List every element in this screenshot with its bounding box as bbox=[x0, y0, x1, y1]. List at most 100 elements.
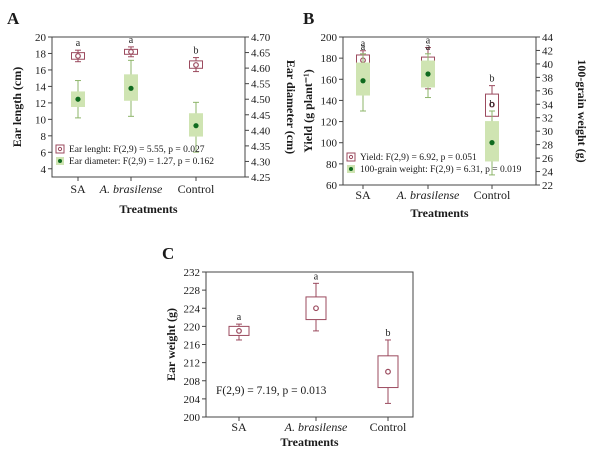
panel-label: C bbox=[162, 244, 174, 263]
mean-marker bbox=[193, 62, 199, 68]
y-right-tick-label: 36 bbox=[542, 86, 554, 98]
mean-marker bbox=[489, 101, 495, 108]
y-left-tick-label: 232 bbox=[184, 267, 201, 279]
x-category-label: Control bbox=[474, 188, 511, 202]
x-axis-title: Treatments bbox=[280, 435, 339, 449]
chart-panel-a: A 4 6 8 10 12 14 16 18 20 Ear length (cm) 4.25 4.30 4… bbox=[7, 9, 298, 216]
significance-letter: a bbox=[314, 271, 319, 282]
y-right-tick-label: 30 bbox=[542, 126, 554, 138]
mean-marker bbox=[236, 328, 242, 334]
x-category-label: A. brasilense bbox=[396, 188, 460, 202]
y-right-tick-label: 42 bbox=[542, 45, 553, 57]
legend-label: 100-grain weight: F(2,9) = 6.31, p = 0.0… bbox=[360, 164, 522, 175]
y-left-tick-label: 8 bbox=[41, 131, 47, 143]
plot-frame bbox=[51, 36, 246, 178]
y-right-tick-label: 40 bbox=[542, 59, 554, 71]
y-left-tick-label: 200 bbox=[184, 412, 201, 424]
y-left-tick-label: 228 bbox=[184, 285, 201, 297]
chart-panel-c: C 200 204 208 212 216 220 224 228 232 Ear weight (… bbox=[162, 244, 414, 449]
mean-marker bbox=[360, 78, 366, 84]
y-left-tick-label: 220 bbox=[184, 321, 201, 333]
y-left-tick-label: 212 bbox=[184, 358, 201, 370]
mean-marker bbox=[313, 305, 319, 312]
y-left-tick-label: 14 bbox=[35, 81, 47, 93]
y-left-tick-label: 16 bbox=[35, 65, 47, 77]
y-right-axis-title: Ear diameter (cm) bbox=[284, 60, 298, 154]
legend-entry: 100-grain weight: F(2,9) = 6.31, p = 0.0… bbox=[347, 164, 522, 175]
y-left-tick-label: 208 bbox=[184, 376, 201, 388]
box-hollow: a bbox=[71, 38, 85, 63]
mean-marker bbox=[385, 368, 391, 375]
y-left-tick-label: 60 bbox=[326, 180, 338, 192]
y-left-tick-label: 200 bbox=[321, 32, 338, 44]
legend-label: Ear diameter: F(2,9) = 1.27, p = 0.162 bbox=[69, 156, 214, 167]
y-right-tick-label: 4.50 bbox=[251, 94, 271, 106]
y-left-tick-label: 120 bbox=[321, 117, 338, 129]
y-left-tick-label: 12 bbox=[35, 98, 46, 110]
box-filled: b bbox=[485, 99, 499, 176]
box-hollow: b bbox=[377, 328, 399, 404]
y-right-tick-label: 22 bbox=[542, 180, 553, 192]
box-hollow: a bbox=[228, 312, 250, 341]
box-hollow: a bbox=[124, 35, 138, 58]
x-category-label: Control bbox=[178, 182, 215, 196]
significance-letter: b bbox=[490, 74, 495, 85]
panel-label: B bbox=[303, 9, 314, 28]
legend-entry: Ear lenght: F(2,9) = 5.55, p = 0.027 bbox=[55, 144, 205, 155]
mean-marker bbox=[75, 96, 81, 102]
box-filled bbox=[124, 59, 138, 117]
y-right-tick-label: 4.70 bbox=[251, 32, 271, 44]
significance-letter: a bbox=[129, 35, 134, 46]
y-left-tick-label: 18 bbox=[35, 48, 47, 60]
box-hollow: b bbox=[189, 46, 203, 73]
box-filled bbox=[189, 101, 203, 153]
stats-annotation: F(2,9) = 7.19, p = 0.013 bbox=[216, 385, 327, 397]
mean-marker bbox=[489, 140, 495, 146]
y-right-tick-label: 4.45 bbox=[251, 110, 271, 122]
box-filled bbox=[71, 80, 85, 119]
panel-label: A bbox=[7, 9, 20, 28]
y-right-tick-label: 4.65 bbox=[251, 48, 271, 60]
y-right-tick-label: 4.30 bbox=[251, 156, 271, 168]
y-left-axis-title: Ear length (cm) bbox=[10, 67, 24, 147]
plot-frame bbox=[342, 36, 537, 186]
y-right-tick-label: 4.25 bbox=[251, 172, 271, 184]
y-right-tick-label: 26 bbox=[542, 153, 554, 165]
x-axis-title: Treatments bbox=[119, 202, 178, 216]
legend-entry: Ear diameter: F(2,9) = 1.27, p = 0.162 bbox=[56, 156, 214, 167]
y-right-axis-title: 100-grain weight (g) bbox=[575, 59, 589, 162]
significance-letter: a bbox=[361, 39, 366, 50]
x-axis-title: Treatments bbox=[410, 206, 469, 220]
y-left-tick-label: 216 bbox=[184, 340, 201, 352]
y-right-tick-label: 38 bbox=[542, 72, 554, 84]
y-left-tick-label: 20 bbox=[35, 32, 47, 44]
legend-entry: Yield: F(2,9) = 6.92, p = 0.051 bbox=[346, 152, 477, 163]
y-right-tick-label: 24 bbox=[542, 167, 554, 179]
chart-panel-b: B 60 80 100 120 140 160 180 200 Yield (g plant⁻¹)… bbox=[301, 9, 589, 220]
legend-marker bbox=[349, 167, 353, 171]
y-right-tick-label: 4.40 bbox=[251, 125, 271, 137]
significance-letter: a bbox=[237, 312, 242, 323]
x-category-label: A. brasilense bbox=[99, 182, 163, 196]
legend-label: Ear lenght: F(2,9) = 5.55, p = 0.027 bbox=[69, 144, 205, 155]
y-right-tick-label: 34 bbox=[542, 99, 554, 111]
mean-marker bbox=[193, 123, 199, 129]
y-left-axis-title: Yield (g plant⁻¹) bbox=[301, 69, 315, 153]
y-left-tick-label: 4 bbox=[41, 164, 47, 176]
x-category-label: Control bbox=[370, 420, 407, 434]
mean-marker bbox=[75, 53, 81, 59]
significance-letter: a bbox=[76, 38, 81, 49]
x-category-label: SA bbox=[70, 182, 86, 196]
box-filled: a bbox=[421, 42, 435, 99]
mean-marker bbox=[128, 48, 134, 55]
y-left-tick-label: 80 bbox=[326, 159, 338, 171]
y-right-tick-label: 4.35 bbox=[251, 141, 271, 153]
y-left-tick-label: 224 bbox=[184, 303, 201, 315]
x-category-label: SA bbox=[231, 420, 247, 434]
significance-letter: b bbox=[194, 46, 199, 57]
y-left-axis-title: Ear weight (g) bbox=[164, 308, 178, 381]
significance-letter: a bbox=[361, 42, 366, 53]
legend-marker bbox=[58, 159, 62, 163]
box-hollow: a bbox=[305, 271, 327, 332]
